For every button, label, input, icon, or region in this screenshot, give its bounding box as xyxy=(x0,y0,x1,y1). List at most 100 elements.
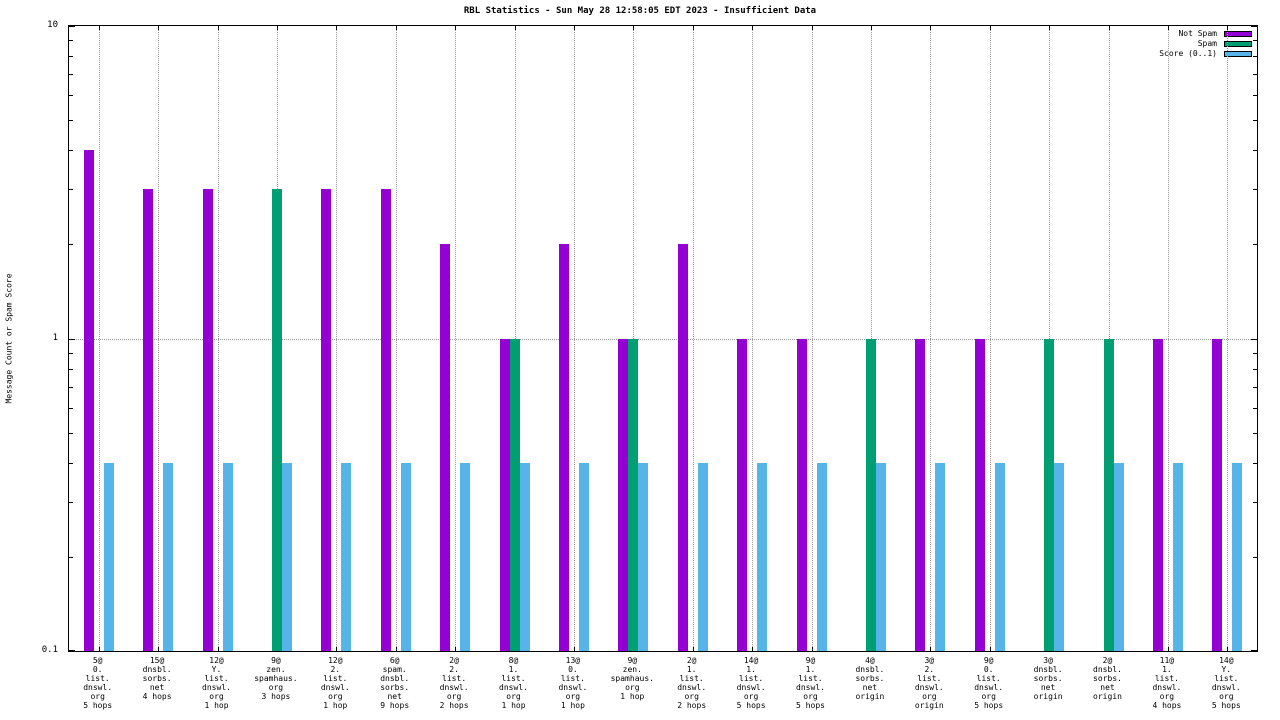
x-category-label-line: dnswl. xyxy=(202,683,231,692)
x-category-label-line: list. xyxy=(976,674,1001,683)
x-category-label-line: org xyxy=(446,692,462,701)
y-minor-tick-mark xyxy=(69,501,73,503)
x-tick-mark xyxy=(573,647,575,651)
x-category-label-line: spam. xyxy=(382,665,407,674)
x-category-label-line: dnswl. xyxy=(320,683,350,692)
y-minor-tick-mark xyxy=(1253,95,1257,97)
y-minor-tick-mark xyxy=(1253,556,1257,558)
x-category-label-line: 9@ xyxy=(627,656,638,665)
x-category-label-line: list. xyxy=(1154,674,1179,683)
bar-not-spam xyxy=(202,189,213,651)
x-category-label-line: 0. xyxy=(983,665,994,674)
x-category-label-line: 6@ xyxy=(389,656,400,665)
x-tick-mark xyxy=(514,26,516,30)
x-category-label-line: 13@ xyxy=(565,656,581,665)
bar-score-0-1- xyxy=(757,462,768,651)
y-minor-tick-mark xyxy=(1253,386,1257,388)
x-category-label-line: 1. xyxy=(686,665,697,674)
x-category-label-line: list. xyxy=(917,674,942,683)
x-category-label-line: org xyxy=(328,692,343,701)
x-tick-mark xyxy=(1049,26,1051,30)
x-category-label: 12@ Y. list. dnswl. org 1 hop xyxy=(187,656,247,710)
y-minor-tick-mark xyxy=(1253,352,1257,354)
x-tick-mark xyxy=(930,647,932,651)
y-tick-label: 0.1 xyxy=(41,645,58,655)
legend-color-swatch xyxy=(1224,30,1252,37)
x-category-label-line: 0. xyxy=(568,665,578,674)
x-tick-mark xyxy=(98,647,100,651)
bar-spam xyxy=(1044,338,1055,651)
y-minor-tick-mark xyxy=(1253,432,1257,434)
x-category-label-line: org xyxy=(90,692,105,701)
legend-color-swatch xyxy=(1224,50,1252,57)
y-tick-mark xyxy=(69,650,75,651)
x-tick-mark xyxy=(692,647,694,651)
x-tick-mark xyxy=(336,647,338,651)
x-category-label: 9@ 0. list. dnswl. org 5 hops xyxy=(959,656,1019,710)
x-category-label-line: 5 hops xyxy=(974,701,1004,710)
x-category-label-line: 12@ xyxy=(328,656,343,665)
x-tick-mark xyxy=(870,26,872,30)
y-minor-tick-mark xyxy=(1253,74,1257,76)
x-category-label-line: Y. xyxy=(1221,665,1232,674)
x-category-label-line: list. xyxy=(798,674,823,683)
x-category-label-line: org xyxy=(684,692,699,701)
x-category-label-line: origin xyxy=(1033,692,1063,701)
bar-score-0-1- xyxy=(697,462,708,651)
y-minor-tick-mark xyxy=(69,189,73,191)
y-minor-tick-mark xyxy=(1253,56,1257,58)
x-category-label: 5@ 0. list. dnswl. org 5 hops xyxy=(68,656,128,710)
x-category-label-line: list. xyxy=(204,674,229,683)
x-category-label-line: 2 hops xyxy=(677,701,707,710)
x-category-label: 12@ 2. list. dnswl. org 1 hop xyxy=(305,656,365,710)
x-category-label-line: 9 hops xyxy=(380,701,410,710)
y-minor-tick-mark xyxy=(1253,120,1257,122)
y-minor-tick-mark xyxy=(69,244,73,246)
x-category-label-line: zen. xyxy=(266,665,286,674)
x-category-label-line: dnswl. xyxy=(974,683,1004,692)
x-category-label-line: net xyxy=(387,692,402,701)
x-tick-mark xyxy=(633,26,635,30)
x-category-label: 2@ 2. list. dnswl. org 2 hops xyxy=(424,656,484,710)
y-minor-tick-mark xyxy=(1253,407,1257,409)
x-category-label-line: list. xyxy=(323,674,348,683)
y-minor-tick-mark xyxy=(69,120,73,122)
x-category-label-line: list. xyxy=(442,674,467,683)
x-category-label-line: 12@ xyxy=(209,656,224,665)
bar-spam xyxy=(1103,338,1114,651)
legend-entry-label: Not Spam xyxy=(1178,29,1217,38)
x-tick-mark xyxy=(455,26,457,30)
x-category-label-line: 11@ xyxy=(1159,656,1175,665)
bar-not-spam xyxy=(83,150,94,651)
y-minor-tick-mark xyxy=(69,407,73,409)
x-category-label-line: 0. xyxy=(92,665,103,674)
y-minor-tick-mark xyxy=(69,368,73,370)
x-category-label-line: 1. xyxy=(508,665,519,674)
x-category-label: 3@ 2. list. dnswl. org origin xyxy=(899,656,959,710)
bar-not-spam xyxy=(974,338,985,651)
x-tick-mark xyxy=(395,647,397,651)
x-tick-mark xyxy=(217,26,219,30)
x-category-label: 3@ dnsbl. sorbs. net origin xyxy=(1018,656,1078,701)
x-category-label-line: dnsbl. xyxy=(380,674,410,683)
x-category-label-line: dnswl. xyxy=(439,683,469,692)
x-tick-mark xyxy=(395,26,397,30)
y-minor-tick-mark xyxy=(69,150,73,152)
x-category-label-line: dnswl. xyxy=(1152,683,1182,692)
legend-entry: Not Spam xyxy=(1159,29,1252,38)
bar-not-spam xyxy=(796,338,807,651)
x-tick-mark xyxy=(1227,647,1229,651)
x-category-label-line: origin xyxy=(855,692,885,701)
bar-score-0-1- xyxy=(994,462,1005,651)
x-category-label-line: org xyxy=(1159,692,1175,701)
x-category-label-line: dnswl. xyxy=(1211,683,1241,692)
x-category-label: 9@ zen. spamhaus. org 1 hop xyxy=(602,656,662,701)
x-category-label-line: 2. xyxy=(449,665,459,674)
y-tick-mark xyxy=(1251,338,1257,340)
y-minor-tick-mark xyxy=(69,95,73,97)
x-category-label-line: net xyxy=(1100,683,1115,692)
x-category-label-line: org xyxy=(625,683,640,692)
bar-not-spam xyxy=(677,244,688,651)
x-category-label: 8@ 1. list. dnswl. org 1 hop xyxy=(484,656,544,710)
bar-not-spam xyxy=(143,189,154,651)
